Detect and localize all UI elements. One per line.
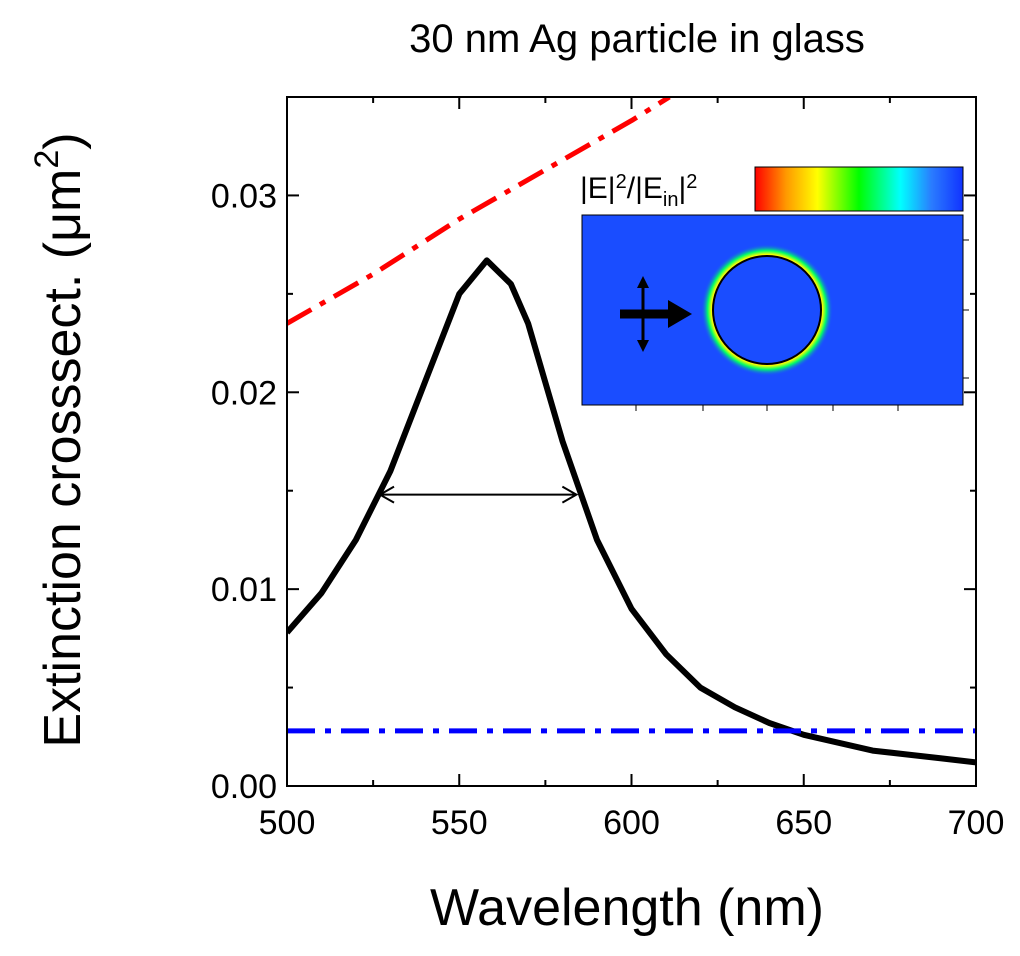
- x-tick-label: 650: [775, 804, 832, 842]
- inset: |E|2/|Ein|2: [580, 166, 969, 411]
- x-axis-label: Wavelength (nm): [430, 879, 824, 937]
- inset-label-part: |E|: [580, 172, 616, 205]
- inset-label-part: |: [678, 172, 686, 205]
- inset-label-part: 2: [686, 171, 697, 193]
- y-axis-label: Extinction crosssect. (μm2): [28, 132, 92, 747]
- y-label-text: ): [34, 132, 92, 149]
- x-tick-label: 550: [431, 804, 488, 842]
- x-tick-label: 500: [259, 804, 316, 842]
- plot-lines: [287, 97, 976, 766]
- plot-frame: [286, 96, 977, 787]
- colorbar: [754, 166, 964, 212]
- inset-label-part: 2: [616, 171, 627, 193]
- ticks: 500 550 600 650 700 0.00 0.01 0.02 0.03: [211, 97, 1005, 842]
- k-arrow-head: [668, 300, 692, 328]
- y-tick-label: 0.00: [211, 768, 277, 806]
- particle: [712, 255, 822, 365]
- e-arrow-head: [637, 340, 649, 352]
- inset-label: |E|2/|Ein|2: [580, 171, 697, 211]
- series-line: [287, 257, 976, 766]
- x-tick-label: 700: [948, 804, 1005, 842]
- y-label-text: Extinction crosssect. (μm: [34, 169, 92, 748]
- y-tick-label: 0.02: [211, 374, 277, 412]
- fwhm-arrow: [377, 485, 579, 504]
- x-tick-label: 600: [603, 804, 660, 842]
- inset-ticks: [635, 239, 969, 411]
- e-arrow-head: [637, 276, 649, 288]
- y-tick-label: 0.01: [211, 571, 277, 609]
- chart-title: 30 nm Ag particle in glass: [409, 17, 865, 61]
- y-label-sup: 2: [28, 150, 66, 169]
- y-tick-label: 0.03: [211, 177, 277, 215]
- inset-label-part: in: [663, 189, 679, 211]
- inset-label-part: /|E: [627, 172, 663, 205]
